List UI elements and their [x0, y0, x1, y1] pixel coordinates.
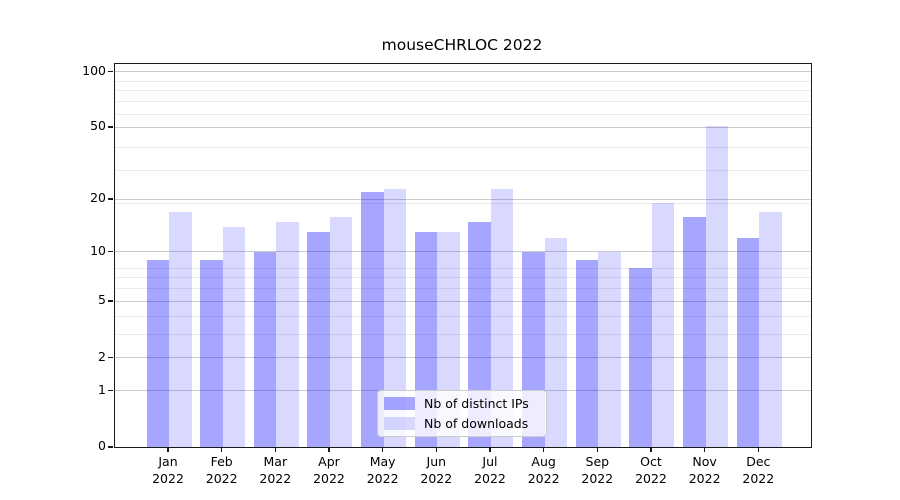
y-axis-tick-label: 2 — [98, 348, 106, 364]
y-axis-tick-mark — [108, 356, 113, 359]
x-axis-tick-mark — [542, 447, 545, 452]
legend-entry: Nb of distinct IPs — [384, 393, 546, 414]
x-axis-tick-label: May 2022 — [366, 454, 399, 486]
gridline-major — [115, 71, 811, 73]
y-axis-tick-mark — [108, 250, 113, 253]
bar-distinct-ips-sep — [575, 259, 599, 447]
legend-label: Nb of distinct IPs — [424, 395, 529, 411]
gridline-minor — [115, 80, 811, 82]
gridline-minor — [115, 169, 811, 171]
legend-swatch — [384, 396, 415, 410]
bar-downloads-feb — [222, 226, 246, 447]
gridline-minor — [115, 202, 811, 204]
bar-distinct-ips-nov — [683, 216, 706, 447]
bar-distinct-ips-may — [361, 192, 384, 447]
y-axis-tick-label: 100 — [82, 62, 106, 78]
chart-title: mouseCHRLOC 2022 — [381, 36, 543, 54]
y-axis-tick-label: 1 — [98, 381, 106, 397]
x-axis-tick-mark — [596, 447, 599, 452]
bar-downloads-mar — [276, 221, 299, 447]
gridline-major — [115, 198, 811, 200]
bar-distinct-ips-feb — [200, 259, 223, 447]
y-axis-tick-label: 5 — [98, 292, 106, 308]
x-axis-tick-mark — [650, 447, 652, 452]
legend-swatch — [384, 417, 415, 431]
y-axis-tick-label: 50 — [90, 118, 106, 134]
x-axis-tick-label: Oct 2022 — [635, 454, 667, 486]
gridline-minor — [115, 315, 811, 317]
bar-distinct-ips-apr — [307, 232, 330, 447]
gridline-minor — [115, 267, 811, 269]
bar-downloads-aug — [544, 238, 568, 447]
x-axis-tick-mark — [757, 447, 760, 452]
x-axis-tick-label: Dec 2022 — [742, 454, 775, 486]
x-axis-tick-mark — [328, 447, 330, 452]
bar-distinct-ips-jan — [146, 259, 169, 447]
y-axis-tick-mark — [108, 126, 113, 128]
gridline-major — [115, 126, 811, 128]
x-axis-tick-label: Apr 2022 — [313, 454, 345, 486]
y-axis-tick-mark — [108, 389, 113, 392]
legend-label: Nb of downloads — [424, 416, 529, 432]
bar-distinct-ips-mar — [253, 252, 277, 447]
bar-downloads-oct — [651, 203, 675, 447]
x-axis-tick-label: Jul 2022 — [474, 454, 506, 486]
gridline-minor — [115, 113, 811, 115]
x-axis-tick-label: Jan 2022 — [152, 454, 184, 486]
x-axis-tick-mark — [703, 447, 706, 452]
gridline-minor — [115, 277, 811, 279]
legend: Nb of distinct IPs Nb of downloads — [377, 390, 547, 437]
y-axis-tick-mark — [108, 198, 113, 200]
x-axis-tick-mark — [274, 447, 277, 452]
bar-downloads-apr — [329, 216, 353, 447]
gridline-minor — [115, 146, 811, 148]
gridline-minor — [115, 288, 811, 290]
x-axis-tick-label: Nov 2022 — [688, 454, 721, 486]
bar-downloads-nov — [705, 125, 729, 447]
bar-downloads-jan — [169, 211, 192, 447]
y-axis-tick-mark — [108, 70, 113, 73]
x-axis-tick-mark — [167, 447, 169, 452]
bar-downloads-jul — [490, 188, 514, 447]
gridline-minor — [115, 100, 811, 102]
plot-area — [114, 63, 812, 448]
bar-downloads-may — [383, 188, 407, 447]
gridline-major — [115, 251, 811, 253]
x-axis-tick-mark — [220, 447, 223, 452]
x-axis-tick-mark — [381, 447, 384, 452]
x-axis-tick-label: Sep 2022 — [581, 454, 614, 486]
bar-downloads-sep — [598, 252, 621, 447]
gridline-major — [115, 300, 811, 302]
x-axis-tick-label: Jun 2022 — [420, 454, 453, 486]
x-axis-tick-label: Aug 2022 — [527, 454, 560, 486]
y-axis-tick-label: 10 — [90, 242, 106, 258]
bar-distinct-ips-dec — [736, 238, 760, 447]
x-axis-tick-label: Feb 2022 — [205, 454, 238, 486]
legend-entry: Nb of downloads — [384, 414, 546, 435]
x-axis-tick-label: Mar 2022 — [259, 454, 292, 486]
y-axis-tick-label: 20 — [90, 190, 106, 206]
x-axis-tick-mark — [435, 447, 438, 452]
y-axis-tick-label: 0 — [98, 438, 106, 453]
bar-distinct-ips-oct — [629, 268, 652, 447]
y-axis-tick-mark — [108, 300, 113, 302]
y-axis-tick-mark — [108, 446, 113, 448]
gridline-minor — [115, 90, 811, 92]
gridline-major — [115, 357, 811, 359]
x-axis-tick-mark — [489, 447, 491, 452]
bar-downloads-dec — [759, 211, 782, 447]
gridline-minor — [115, 333, 811, 335]
